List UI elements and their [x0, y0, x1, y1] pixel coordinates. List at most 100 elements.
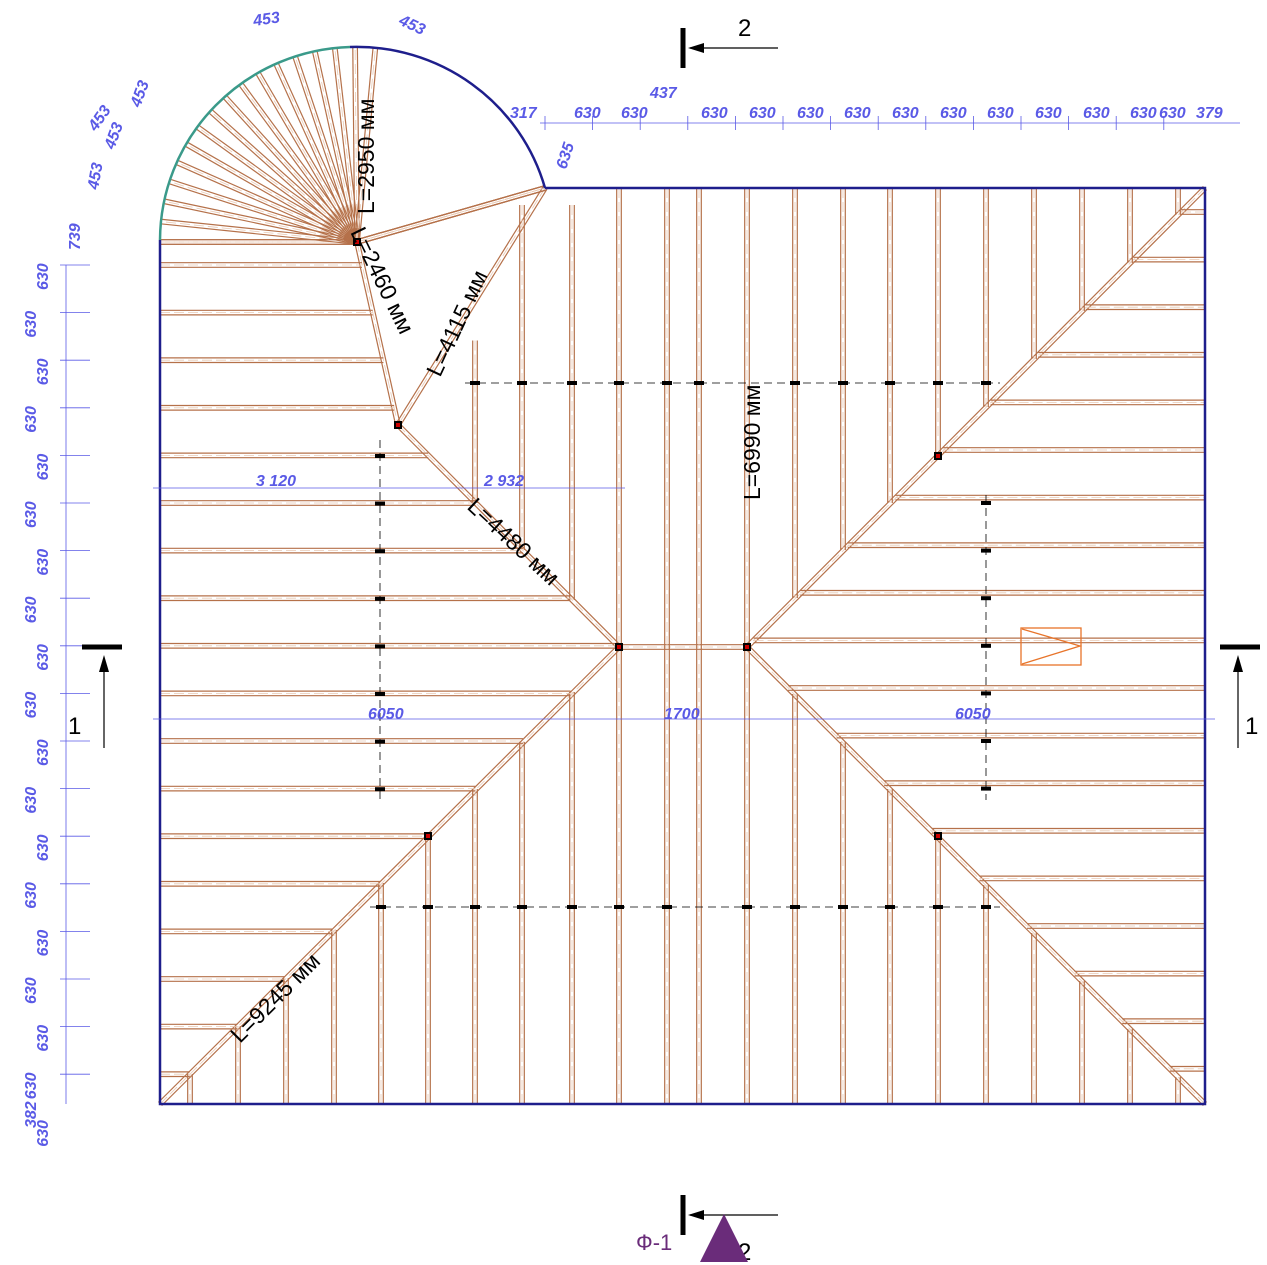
top-dim-label: 630 — [844, 105, 871, 122]
post-mark — [375, 596, 385, 601]
top-dim-label: 630 — [701, 105, 728, 122]
rafter — [1085, 304, 1205, 311]
rafter — [696, 188, 702, 1104]
rafter — [788, 685, 1205, 691]
left-dim-label: 630 — [23, 1072, 40, 1099]
rafter — [354, 46, 379, 243]
section-1-right-label: 1 — [1245, 713, 1258, 740]
dim-2932: 2 932 — [483, 473, 524, 490]
rafter — [1181, 209, 1205, 215]
rafter — [1175, 1077, 1181, 1104]
post-mark — [981, 691, 991, 696]
rafter — [160, 309, 373, 316]
left-dim-label: 630 — [35, 358, 52, 385]
rafter — [887, 188, 893, 503]
section-mark-1-right: 1 — [1220, 644, 1260, 748]
rafter — [519, 205, 525, 550]
rafter — [1038, 351, 1205, 358]
rafter — [160, 595, 571, 602]
node-mark-center — [396, 423, 400, 427]
rafters — [157, 45, 1208, 1107]
slope-arrow-symbol — [1020, 627, 1083, 666]
rafter — [664, 188, 670, 1104]
post-mark — [981, 643, 991, 648]
rafter — [354, 241, 401, 426]
dimension-labels: 317 635 6050 1700 6050 3 120 2 932 630 63… — [23, 9, 1223, 1146]
top-dim-label: 630 — [1035, 105, 1062, 122]
rafter — [836, 732, 1205, 739]
rafter — [847, 542, 1205, 549]
post-mark — [567, 905, 577, 909]
section-mark-2-top: 2 — [680, 15, 778, 68]
node-mark-center — [745, 645, 749, 649]
post-mark — [567, 381, 577, 385]
rafter — [1027, 923, 1205, 929]
rafter — [569, 205, 575, 600]
left-dim-label: 630 — [35, 454, 52, 481]
rafter — [979, 875, 1205, 882]
top-dim-label: 630 — [797, 105, 824, 122]
rafter — [1079, 981, 1085, 1104]
rafter — [800, 589, 1205, 596]
rafter — [990, 399, 1205, 406]
rafter — [931, 827, 1205, 834]
post-mark — [981, 548, 991, 553]
rafter — [169, 179, 358, 245]
post-mark — [662, 381, 672, 385]
rafter — [425, 836, 431, 1104]
post-mark — [375, 739, 385, 744]
post-mark — [933, 381, 943, 385]
left-dim-label: 382 — [23, 1101, 40, 1128]
rafter — [160, 738, 523, 744]
dim-3120: 3 120 — [256, 473, 296, 490]
rafter — [238, 82, 360, 244]
top-dim-label: 437 — [649, 85, 678, 102]
rafter — [983, 188, 989, 407]
rafter — [935, 837, 941, 1104]
post-mark — [981, 786, 991, 791]
post-mark — [981, 596, 991, 601]
top-dim-label: 630 — [987, 105, 1014, 122]
rafter — [1133, 256, 1205, 263]
post-mark — [375, 549, 385, 554]
marker-f1-label: Ф-1 — [636, 1230, 672, 1255]
left-dim-label: 630 — [23, 311, 40, 338]
left-dim-label: 630 — [23, 406, 40, 433]
post-mark — [981, 501, 991, 505]
post-mark — [885, 905, 895, 909]
post-mark — [981, 739, 991, 743]
rafter — [1122, 1018, 1205, 1025]
post-mark — [423, 905, 433, 909]
rafter — [744, 185, 1208, 650]
rafter — [792, 188, 798, 598]
top-dim-label: 630 — [940, 105, 967, 122]
rafter — [378, 883, 384, 1104]
top-dim-label: 630 — [1159, 105, 1186, 122]
rafter — [472, 789, 478, 1104]
rafter — [840, 188, 846, 550]
length-labels: L=2950 мм L=2460 мм L=4115 мм L=6990 мм … — [225, 99, 765, 1048]
rafter — [1127, 1029, 1133, 1104]
left-dim-label: 630 — [23, 692, 40, 719]
length-9245: L=9245 мм — [225, 948, 325, 1048]
top-dim-label: 630 — [621, 105, 648, 122]
rafter — [292, 55, 360, 243]
node-mark-center — [936, 834, 940, 838]
rafter — [983, 885, 989, 1104]
length-2950: L=2950 мм — [353, 99, 379, 214]
rafter — [160, 833, 428, 840]
rafter — [185, 142, 359, 245]
post-mark — [885, 381, 895, 385]
rafter — [255, 71, 360, 244]
rafter — [235, 1026, 241, 1104]
rafter — [356, 185, 546, 245]
node-mark-center — [936, 454, 940, 458]
left-dim-label: 739 — [67, 223, 84, 250]
post-mark — [838, 381, 848, 385]
rafter — [1031, 188, 1037, 359]
rafter — [160, 928, 333, 935]
rafter — [164, 198, 358, 245]
rafter — [331, 930, 337, 1104]
arc-right — [349, 45, 547, 189]
rafter — [273, 62, 360, 244]
